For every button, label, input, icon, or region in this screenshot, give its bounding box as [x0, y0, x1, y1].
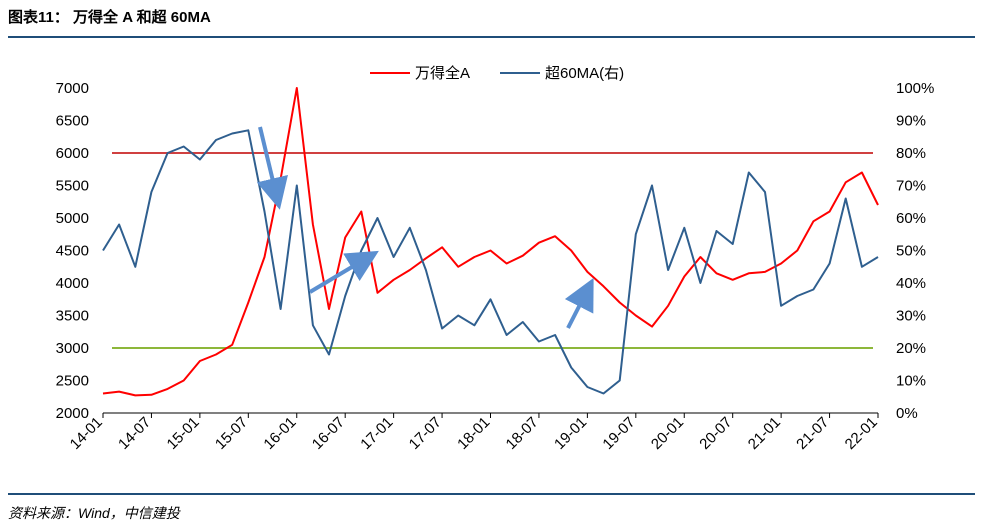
y-left-tick-label: 5000 — [56, 210, 89, 227]
bottom-rule — [8, 493, 975, 495]
y-left-tick-label: 3500 — [56, 308, 89, 325]
legend-label-wind-a: 万得全A — [415, 64, 470, 82]
y-right-tick-label: 50% — [896, 243, 926, 260]
x-tick-label: 20-01 — [648, 414, 687, 453]
y-right-tick-label: 10% — [896, 373, 926, 390]
y-right-tick-label: 70% — [896, 178, 926, 195]
x-tick-label: 19-01 — [551, 414, 590, 453]
y-left-tick-label: 6000 — [56, 145, 89, 162]
y-left-tick-label: 5500 — [56, 178, 89, 195]
line-chart: 7000 6500 6000 5500 5000 4500 4000 3500 3000 2500… — [56, 64, 935, 453]
x-tick-label: 21-07 — [793, 414, 832, 453]
y-right-tick-label: 90% — [896, 113, 926, 130]
series-line-wind-a — [102, 87, 879, 397]
y-right-tick-label: 80% — [896, 145, 926, 162]
y-right-tick-label: 20% — [896, 340, 926, 357]
source-note: 资料来源：Wind，中信建投 — [8, 505, 180, 521]
x-tick-label: 15-01 — [164, 414, 203, 453]
y-left-tick-label: 4500 — [56, 243, 89, 260]
x-tick-label: 20-07 — [696, 414, 735, 453]
x-tick-label: 14-07 — [115, 414, 154, 453]
top-rule — [8, 36, 975, 38]
x-tick-label: 17-07 — [406, 414, 445, 453]
y-left-tick-label: 7000 — [56, 80, 89, 97]
x-tick-label: 15-07 — [212, 414, 251, 453]
y-right-tick-label: 60% — [896, 210, 926, 227]
y-left-tick-label: 3000 — [56, 340, 89, 357]
legend-label-above-60ma: 超60MA(右) — [545, 65, 624, 82]
x-tick-label: 18-01 — [454, 414, 493, 453]
series-line-above-60ma — [102, 129, 879, 395]
y-left-tick-label: 4000 — [56, 275, 89, 292]
figure-title: 图表11： 万得全 A 和超 60MA — [8, 9, 211, 26]
trend-arrow-icon — [308, 250, 379, 294]
trend-arrow-icon — [256, 126, 288, 210]
x-tick-label: 19-07 — [599, 414, 638, 453]
y-right-tick-label: 100% — [896, 80, 934, 97]
y-right-tick-label: 0% — [896, 405, 918, 422]
y-right-tick-label: 30% — [896, 308, 926, 325]
y-left-tick-label: 2500 — [56, 373, 89, 390]
y-left-tick-label: 6500 — [56, 113, 89, 130]
x-tick-label: 16-07 — [309, 414, 348, 453]
y-right-tick-label: 40% — [896, 275, 926, 292]
trend-arrow-icon — [564, 277, 594, 329]
x-tick-label: 21-01 — [745, 414, 784, 453]
x-tick-label: 16-01 — [260, 414, 299, 453]
x-tick-label: 17-01 — [357, 414, 396, 453]
x-tick-label: 18-07 — [503, 414, 542, 453]
y-left-tick-label: 2000 — [56, 405, 89, 422]
x-tick-label: 22-01 — [842, 414, 881, 453]
